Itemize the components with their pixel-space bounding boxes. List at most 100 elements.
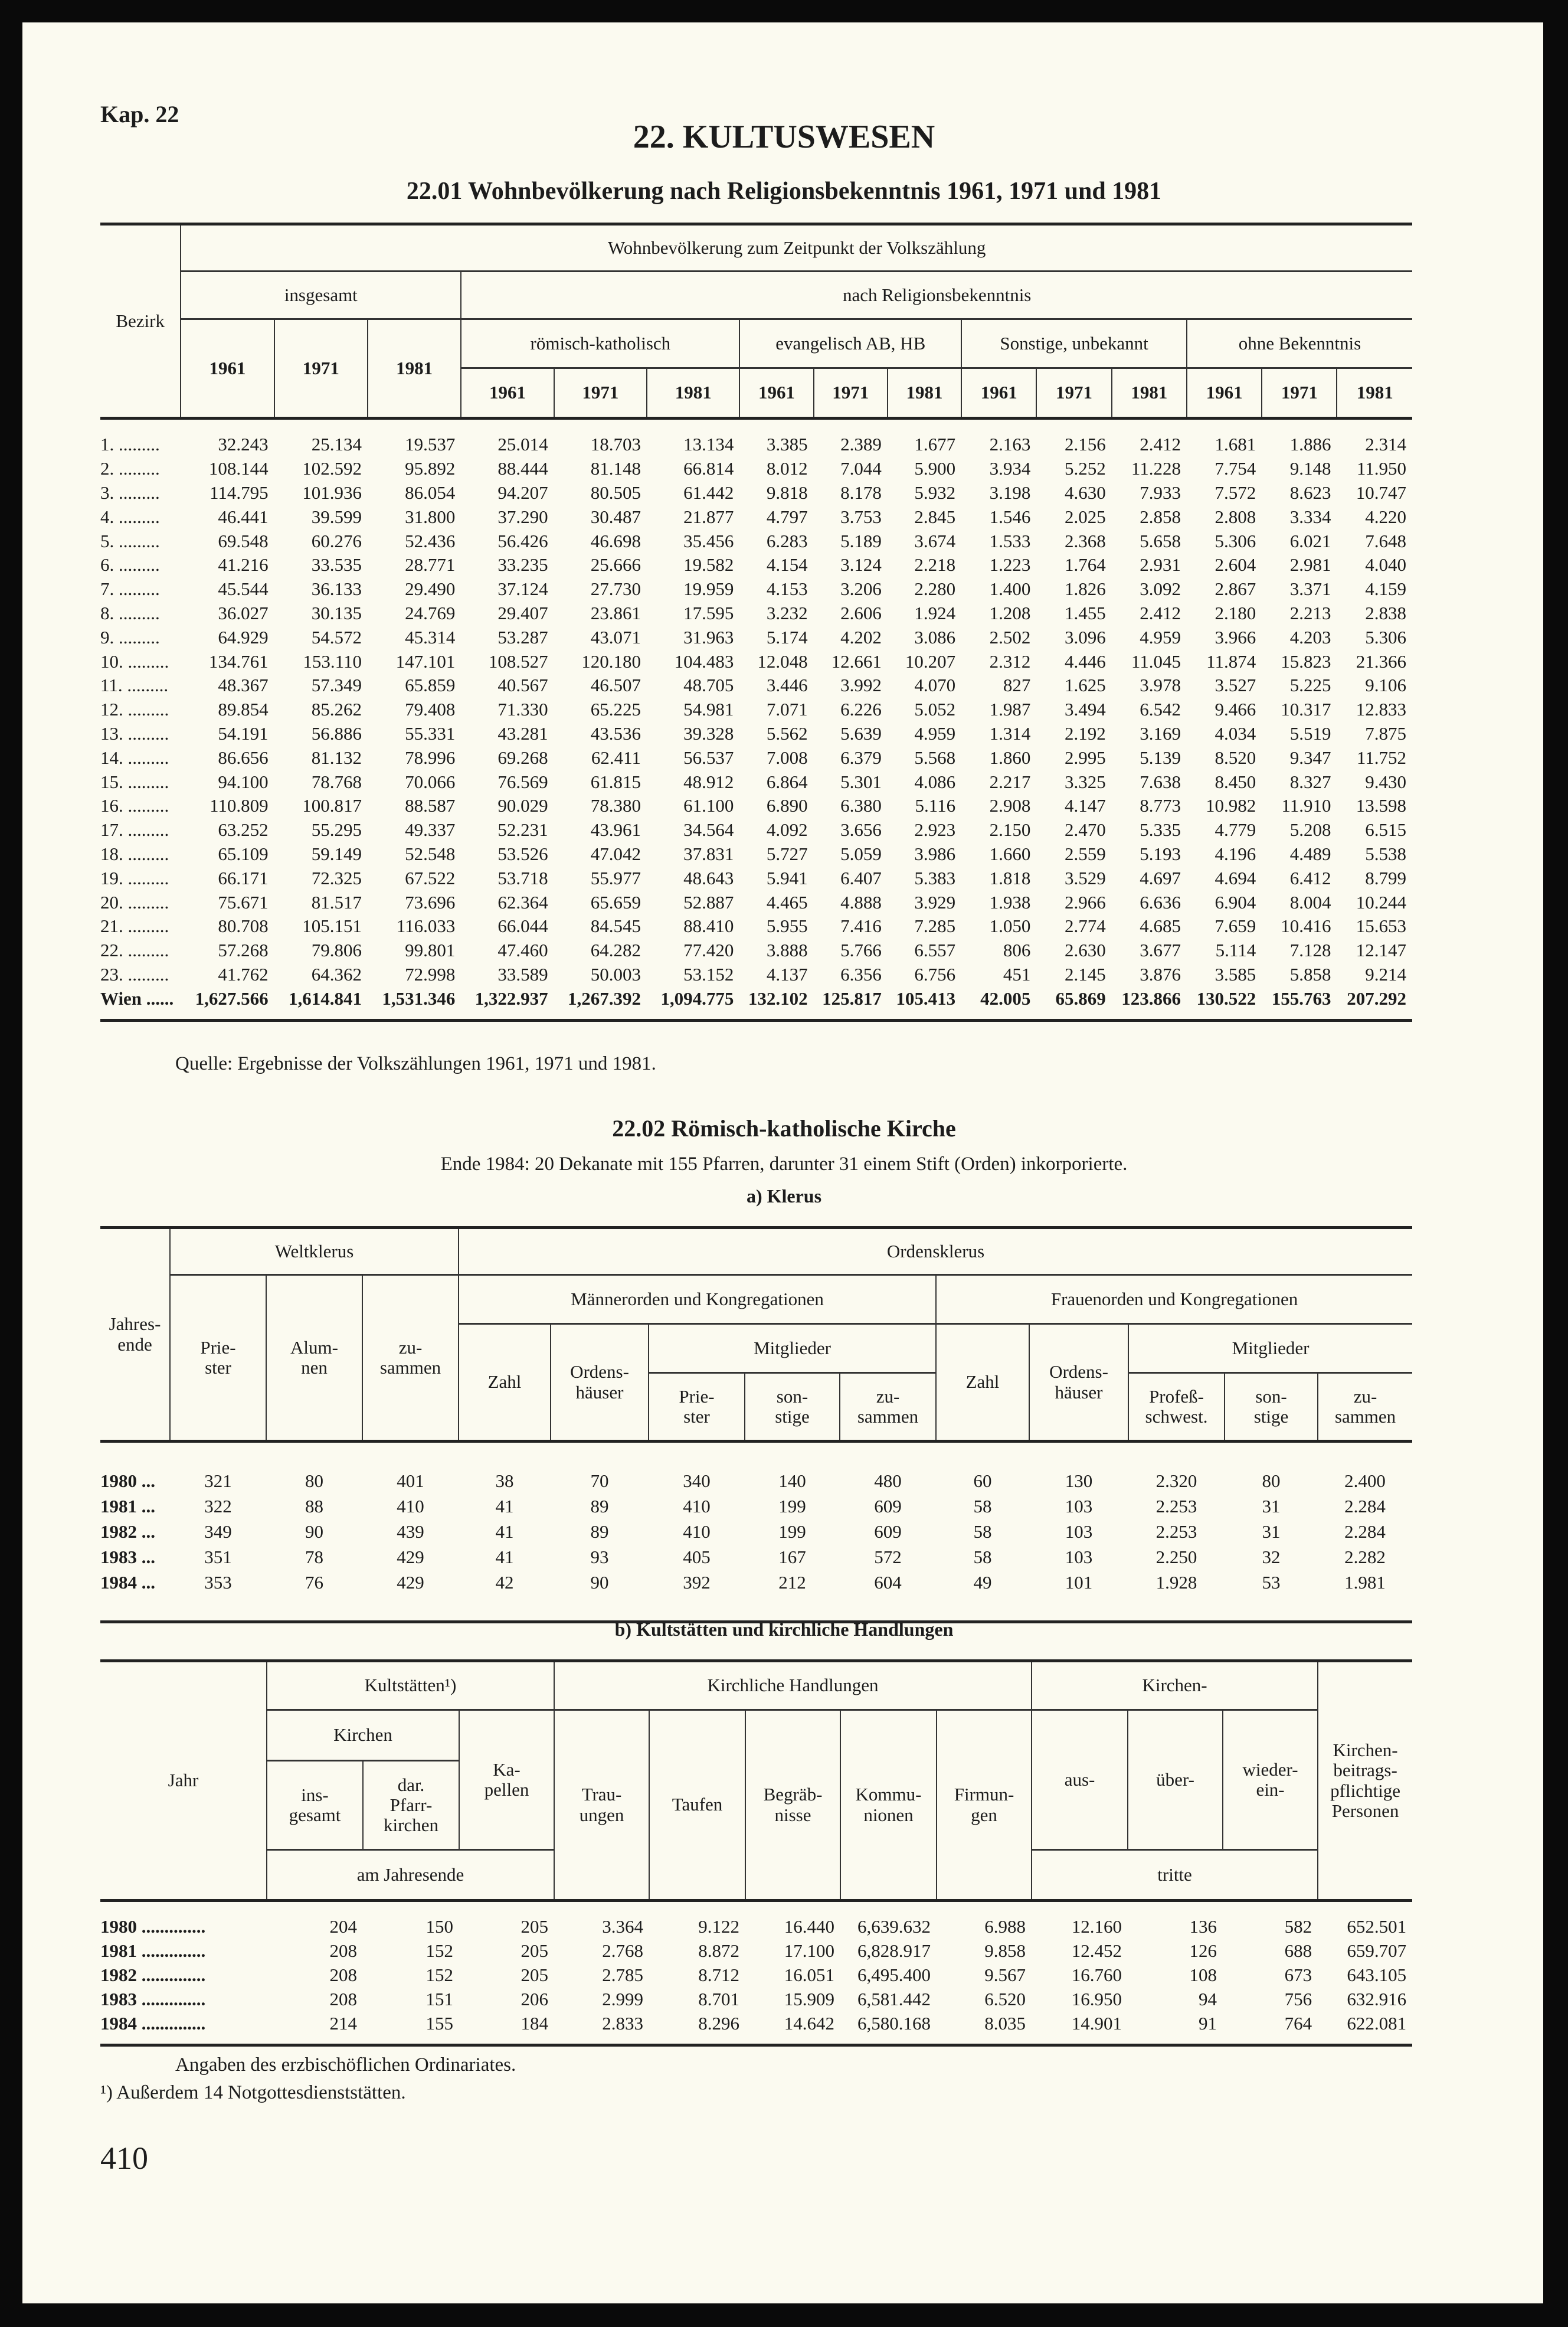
header-begraebnisse: Begräb- nisse	[745, 1710, 840, 1902]
table-cell: 108	[1189, 1964, 1217, 1985]
table-cell: 3.096	[1064, 626, 1106, 648]
table-cell: 4.203	[1289, 626, 1331, 648]
table-cell: 6.021	[1289, 530, 1331, 551]
header-am-jahresende: am Jahresende	[266, 1849, 554, 1902]
table-cell: 47.460	[497, 940, 548, 961]
table-cell: 207.292	[1347, 988, 1406, 1009]
table-cell: 3.677	[1140, 940, 1181, 961]
row-label: 19. .........	[100, 867, 169, 888]
table-cell: 4.779	[1215, 819, 1256, 841]
table-cell: 13.134	[683, 434, 734, 455]
table-cell: 50.003	[590, 963, 641, 985]
table-cell: 6,495.400	[857, 1964, 931, 1985]
table-cell: 1.818	[989, 867, 1031, 888]
header-firmungen: Firmun- gen	[935, 1710, 1032, 1902]
table-cell: 32	[1262, 1546, 1281, 1567]
table-cell: 10.244	[1356, 891, 1406, 913]
table-cell: 2.923	[914, 819, 956, 841]
table-cell: 604	[874, 1571, 902, 1593]
table-cell: 2.400	[1344, 1470, 1386, 1491]
header-insgesamt: ins- gesamt	[266, 1760, 363, 1851]
table-cell: 65.859	[405, 675, 456, 696]
header-year: 1981	[1336, 368, 1412, 420]
table-cell: 94.207	[497, 482, 548, 503]
table-cell: 3.966	[1215, 626, 1256, 648]
table-row: 17. ......... 63.252 55.295 49.337 52.231 43.…	[100, 818, 1412, 842]
table-cell: 31.963	[683, 626, 734, 648]
table-cell: 10.747	[1356, 482, 1406, 503]
header-taufen: Taufen	[649, 1710, 745, 1902]
table-cell: 5.306	[1215, 530, 1256, 551]
table-cell: 7.071	[766, 699, 808, 720]
table-cell: 2.845	[914, 506, 956, 527]
table-cell: 2.368	[1064, 530, 1106, 551]
table-cell: 2.981	[1289, 554, 1331, 576]
table-cell: 7.008	[766, 747, 808, 768]
table-cell: 1.826	[1064, 579, 1106, 600]
header-year: 1971	[553, 368, 647, 420]
table-cell: 2.253	[1155, 1521, 1197, 1542]
table-cell: 2.931	[1140, 554, 1181, 576]
table-row: 3. ......... 114.795 101.936 86.054 94.207 80…	[100, 481, 1412, 505]
table-cell: 1.938	[989, 891, 1031, 913]
table-cell: 2.025	[1064, 506, 1106, 527]
table-cell: 60.276	[311, 530, 362, 551]
table-cell: 78	[305, 1546, 323, 1567]
table-cell: 2.808	[1215, 506, 1256, 527]
header-zahl: Zahl	[458, 1323, 551, 1443]
table-cell: 3.527	[1215, 675, 1256, 696]
table-cell: 609	[874, 1521, 902, 1542]
table-cell: 322	[204, 1495, 232, 1517]
table-row: 22. ......... 57.268 79.806 99.801 47.460 64.…	[100, 939, 1412, 963]
table-cell: 134.761	[208, 651, 269, 672]
table-cell: 6.283	[766, 530, 808, 551]
table-cell: 55.331	[405, 723, 456, 744]
table-cell: 480	[874, 1470, 902, 1491]
table-cell: 84.545	[590, 916, 641, 937]
table-cell: 6.515	[1365, 819, 1406, 841]
header-group-protestant: evangelisch AB, HB	[739, 319, 962, 369]
table-cell: 31	[1262, 1521, 1281, 1542]
table-cell: 140	[778, 1470, 806, 1491]
table-cell: 1.625	[1064, 675, 1106, 696]
table-cell: 61.442	[683, 482, 734, 503]
row-spacer	[100, 1901, 1412, 1916]
table-cell: 4.196	[1215, 843, 1256, 864]
spacer-cell	[100, 1595, 1413, 1623]
table-cell: 78.380	[590, 795, 641, 816]
table-cell: 101.936	[302, 482, 362, 503]
table-cell: 410	[683, 1521, 711, 1542]
header-year: 1971	[813, 368, 888, 420]
table-cell: 451	[1003, 963, 1031, 985]
table-cell: 25.666	[590, 554, 641, 576]
header-ueber: über-	[1127, 1710, 1223, 1851]
table-cell: 5.189	[840, 530, 882, 551]
table-cell: 114.795	[209, 482, 269, 503]
table-cell: 2.833	[602, 2012, 643, 2034]
table-cell: 29.407	[497, 602, 548, 623]
table-cell: 208	[329, 1940, 358, 1962]
table-cell: 46.441	[218, 506, 269, 527]
header-ordensklerus: Ordensklerus	[457, 1226, 1413, 1276]
table-row: 15. ......... 94.100 78.768 70.066 76.569 61.…	[100, 770, 1412, 794]
table-cell: 6.379	[840, 747, 882, 768]
header-year: 1981	[886, 368, 962, 420]
table-cell: 5.114	[1215, 940, 1256, 961]
table-cell: 10.416	[1281, 916, 1331, 937]
table-cell: 3.364	[602, 1916, 643, 1937]
table-cell: 806	[1003, 940, 1031, 961]
header-year: 1971	[1261, 368, 1337, 420]
table-cell: 80.708	[218, 916, 269, 937]
table-cell: 53.718	[497, 867, 548, 888]
table-row: 14. ......... 86.656 81.132 78.996 69.268 62.…	[100, 746, 1412, 770]
table-cell: 66.044	[497, 916, 548, 937]
row-label: 1. .........	[100, 434, 160, 455]
table-cell: 6,580.168	[857, 2012, 931, 2034]
table-cell: 3.371	[1289, 579, 1331, 600]
table-cell: 7.572	[1215, 482, 1256, 503]
table-cell: 5.174	[766, 626, 808, 648]
table-cell: 9.122	[698, 1916, 739, 1937]
table-cell: 3.198	[989, 482, 1031, 503]
table-cell: 6.988	[984, 1916, 1026, 1937]
table-cell: 2.156	[1064, 434, 1106, 455]
